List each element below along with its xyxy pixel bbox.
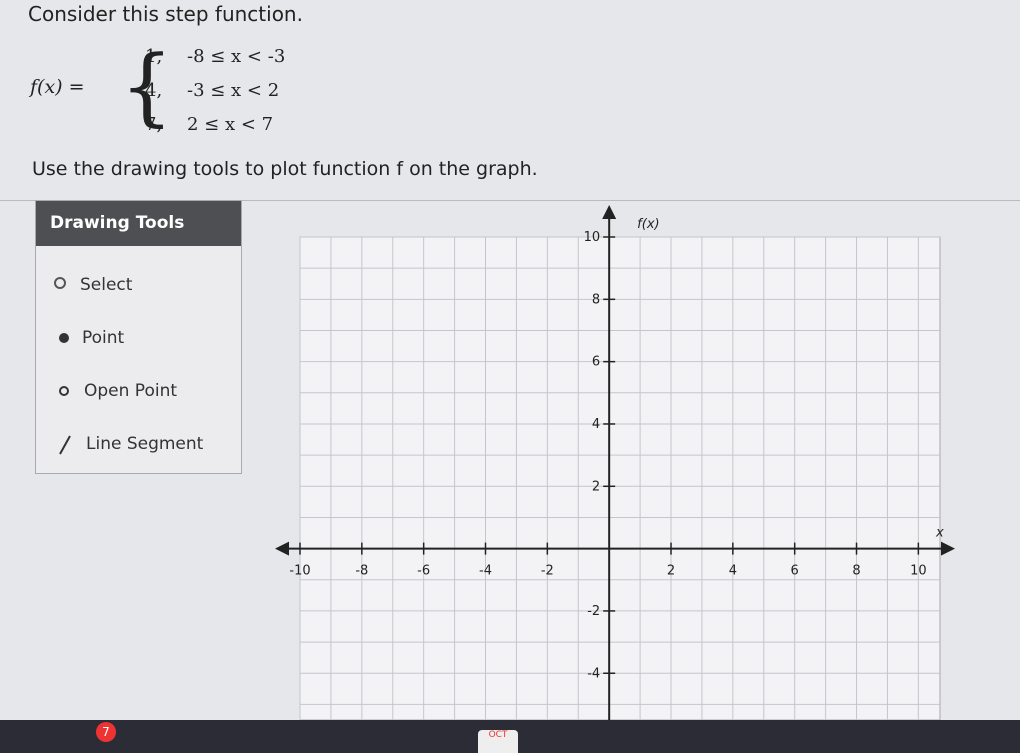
y-tick-label: 4	[592, 417, 600, 432]
piece-value: 1,	[145, 46, 163, 67]
prompt: Consider this step function.	[28, 2, 303, 26]
x-tick-label: 8	[852, 564, 860, 579]
select-icon	[54, 277, 66, 289]
x-tick-label: -8	[355, 564, 368, 579]
badge: 7	[96, 722, 116, 742]
tools-panel: Drawing Tools	[35, 200, 242, 474]
x-tick-label: -2	[541, 564, 554, 579]
calendar-icon[interactable]: OCT	[478, 730, 518, 753]
x-tick-label: -10	[289, 564, 310, 579]
piece: 4, -3 ≤ x < 2	[145, 80, 279, 101]
x-tick-label: 4	[729, 564, 737, 579]
y-tick-label: 8	[592, 292, 600, 307]
y-axis-label: f(x)	[637, 217, 659, 232]
tool[interactable]: Open Point	[84, 381, 178, 401]
piece-condition: -8 ≤ x < -3	[187, 46, 286, 67]
y-tick-label: 10	[584, 230, 601, 245]
tool[interactable]: Point	[82, 328, 125, 348]
tools-title: Drawing Tools	[36, 201, 241, 246]
tool[interactable]: Line Segment	[86, 434, 204, 454]
point-icon	[59, 333, 69, 343]
y-tick-label: 6	[592, 355, 600, 370]
piece-condition: 2 ≤ x < 7	[187, 114, 274, 135]
y-tick-label: -2	[587, 604, 600, 619]
x-tick-label: -4	[479, 564, 492, 579]
brace: {	[120, 37, 174, 135]
open-point-icon	[59, 386, 69, 396]
graph: -10 -8 -6 -4 -2 2 4 6 8 10 -4 -2 2 4 6 8 10 x f(x)	[54, 205, 955, 720]
piece: 1, -8 ≤ x < -3	[145, 46, 285, 67]
y-tick-label: 2	[592, 479, 600, 494]
piece-value: 7,	[145, 114, 163, 135]
x-tick-label: 2	[667, 564, 675, 579]
x-tick-label: 6	[791, 564, 799, 579]
x-tick-label: 10	[910, 564, 927, 579]
segment-icon	[59, 435, 71, 455]
instruction: Use the drawing tools to plot function f…	[32, 158, 538, 180]
function-lhs: f(x) =	[30, 76, 85, 98]
x-axis-label: x	[935, 526, 944, 541]
tool[interactable]: Select	[80, 275, 133, 295]
x-tick-label: -6	[417, 564, 430, 579]
divider	[0, 200, 1020, 201]
piece: 7, 2 ≤ x < 7	[145, 114, 273, 135]
y-tick-label: -4	[587, 666, 600, 681]
dock: 7 OCT	[0, 720, 1020, 753]
piece-condition: -3 ≤ x < 2	[187, 80, 280, 101]
piece-value: 4,	[145, 80, 163, 101]
plot-area	[299, 236, 941, 720]
